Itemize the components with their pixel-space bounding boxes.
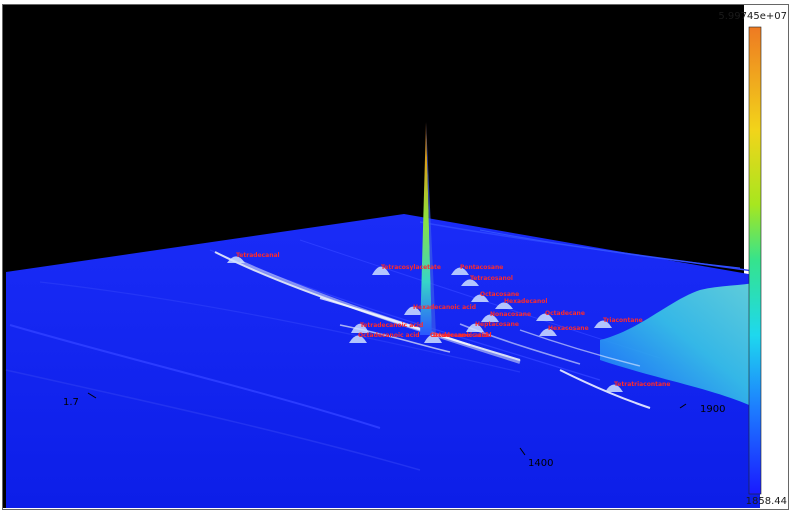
- peak-mark: [351, 323, 369, 333]
- peak-mark: [451, 267, 469, 275]
- peak-label: Triacontane: [603, 317, 643, 324]
- colorbar-gradient: [748, 26, 762, 495]
- peak-label: Hexadecanol: [504, 298, 547, 305]
- y-axis-tick: [87, 392, 97, 399]
- peak-label: Octadecanoic acid: [430, 332, 492, 339]
- peak-label: Hexadecanoic acid: [413, 304, 476, 311]
- peak-mark: [349, 335, 367, 343]
- peak-labels-layer: Tetradecanal Tetracosylacetate Pentacosane…: [236, 252, 670, 388]
- peak-mark: [471, 294, 489, 302]
- major-peak-shade: [426, 122, 436, 335]
- peak-mark: [605, 384, 623, 392]
- peak-mark: [481, 314, 499, 322]
- peak-mark: [461, 279, 479, 286]
- peak-label: Tetracosanol: [470, 275, 513, 282]
- peak-mark: [466, 323, 484, 332]
- x-axis-tick-1400: [519, 447, 526, 456]
- major-peak: [420, 122, 432, 335]
- solvent-ridge: [600, 282, 760, 410]
- x-axis-tick-1900: [679, 403, 687, 409]
- axis-ticks: 1.7 1900 1400: [63, 392, 725, 469]
- peak-label: Hexacosane: [548, 325, 589, 332]
- y-axis-tick-label: 1.7: [63, 397, 79, 408]
- peak-label: Dodecanoic acid: [433, 332, 488, 339]
- peak-mark: [404, 306, 422, 315]
- colorbar-min-label: 1858.44: [745, 496, 787, 507]
- peak-label: Tetracosylacetate: [381, 264, 441, 271]
- peak-mark: [539, 328, 557, 336]
- peak-label: Pentacosane: [460, 264, 503, 271]
- surface-floor: [6, 214, 760, 508]
- peak-mark: [227, 256, 245, 263]
- peak-label: Octadecane: [545, 310, 585, 317]
- peak-mark: [594, 320, 612, 328]
- peak-label: Tetradecanoic acid: [360, 322, 423, 329]
- peak-label: Octadecanoic acid: [358, 332, 420, 339]
- peak-mark: [372, 266, 390, 275]
- peak-mark: [536, 313, 554, 321]
- streak-group: [214, 251, 651, 409]
- x-axis-tick-label: 1400: [528, 458, 553, 469]
- peak-label: Tetratriacontane: [614, 381, 670, 388]
- peak-label: Tetradecanal: [236, 252, 280, 259]
- peaks-layer: [227, 256, 623, 392]
- peak-label: Heptacosane: [475, 321, 519, 328]
- peak-label: Octacosane: [480, 291, 519, 298]
- peak-mark: [424, 334, 442, 343]
- peak-mark: [495, 302, 513, 309]
- peak-label: Nonacosane: [490, 311, 531, 318]
- colorbar-max-label: 5.99745e+07: [718, 11, 787, 22]
- x-axis-tick-label: 1900: [700, 404, 725, 415]
